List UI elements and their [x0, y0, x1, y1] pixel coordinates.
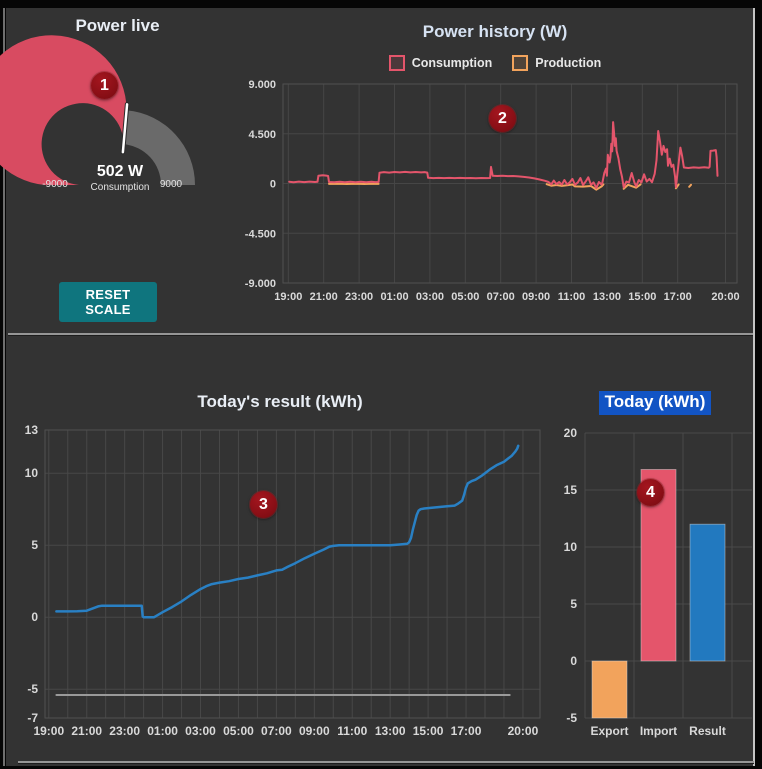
svg-text:09:00: 09:00 [522, 291, 550, 303]
todays-result-title: Today's result (kWh) [197, 392, 363, 411]
gauge-min-label: -9000 [42, 179, 68, 190]
svg-text:03:00: 03:00 [185, 724, 216, 738]
svg-text:21:00: 21:00 [310, 291, 338, 303]
svg-text:10: 10 [25, 466, 39, 480]
annotation-badge-4: 4 [637, 479, 664, 506]
gauge-max-label: 9000 [159, 179, 183, 190]
today-kwh-title: Today (kWh) [555, 391, 755, 415]
gauge-sub-label: Consumption [90, 182, 150, 193]
svg-text:23:00: 23:00 [109, 724, 140, 738]
svg-text:20:00: 20:00 [508, 724, 539, 738]
svg-text:20:00: 20:00 [711, 291, 739, 303]
legend-item-consumption[interactable]: Consumption [388, 55, 493, 71]
reset-scale-button[interactable]: RESET SCALE [59, 282, 157, 322]
svg-text:-7: -7 [27, 711, 38, 725]
svg-text:5: 5 [31, 538, 38, 552]
power-live-title: Power live [75, 16, 160, 35]
history-legend: Consumption Production [235, 55, 755, 71]
svg-text:Result: Result [689, 724, 726, 738]
svg-text:07:00: 07:00 [487, 291, 515, 303]
svg-text:15:00: 15:00 [413, 724, 444, 738]
right-scrollbar-line[interactable] [753, 8, 755, 766]
svg-text:17:00: 17:00 [451, 724, 482, 738]
svg-text:5: 5 [570, 597, 577, 611]
annotation-badge-2: 2 [489, 105, 516, 132]
svg-text:13:00: 13:00 [593, 291, 621, 303]
svg-text:0: 0 [570, 654, 577, 668]
svg-text:4.500: 4.500 [248, 129, 276, 141]
svg-text:09:00: 09:00 [299, 724, 330, 738]
legend-label: Consumption [411, 56, 493, 70]
svg-text:21:00: 21:00 [71, 724, 102, 738]
svg-text:-5: -5 [566, 711, 577, 725]
svg-text:23:00: 23:00 [345, 291, 373, 303]
svg-text:9.000: 9.000 [248, 79, 276, 91]
svg-text:13: 13 [25, 423, 39, 437]
today-kwh-bar-chart[interactable]: 20 15 10 5 0 -5 Export Import Result [555, 415, 755, 750]
bottom-divider [18, 761, 754, 763]
svg-text:0: 0 [31, 610, 38, 624]
svg-text:15: 15 [564, 483, 578, 497]
power-live-gauge [0, 35, 195, 185]
annotation-badge-1: 1 [91, 72, 118, 99]
annotation-badge-3: 3 [250, 491, 277, 518]
legend-label: Production [535, 56, 602, 70]
svg-text:19:00: 19:00 [274, 291, 302, 303]
svg-text:15:00: 15:00 [628, 291, 656, 303]
svg-text:10: 10 [564, 540, 578, 554]
today-kwh-title-highlight: Today (kWh) [598, 391, 712, 415]
svg-text:17:00: 17:00 [664, 291, 692, 303]
svg-text:01:00: 01:00 [147, 724, 178, 738]
svg-text:Export: Export [590, 724, 628, 738]
legend-item-production[interactable]: Production [512, 55, 601, 71]
svg-text:11:00: 11:00 [337, 724, 367, 738]
svg-text:13:00: 13:00 [375, 724, 406, 738]
left-edge-line [3, 8, 5, 766]
svg-text:-4.500: -4.500 [245, 228, 276, 240]
svg-text:0: 0 [270, 179, 276, 191]
svg-text:05:00: 05:00 [223, 724, 254, 738]
svg-text:07:00: 07:00 [261, 724, 292, 738]
consumption-swatch-icon [388, 55, 405, 71]
svg-text:01:00: 01:00 [380, 291, 408, 303]
gauge-value: 502 W [96, 163, 144, 180]
svg-text:11:00: 11:00 [558, 291, 586, 303]
svg-text:Import: Import [640, 724, 677, 738]
svg-text:-9.000: -9.000 [245, 278, 276, 290]
svg-text:20: 20 [564, 426, 578, 440]
horizontal-divider [8, 333, 753, 335]
svg-text:03:00: 03:00 [416, 291, 444, 303]
production-swatch-icon [512, 55, 529, 71]
svg-text:-5: -5 [27, 682, 38, 696]
todays-result-chart[interactable]: 13 10 5 0 -5 -719:00 21:00 23:00 01:00 03:00 05:00… [10, 415, 555, 750]
svg-text:19:00: 19:00 [33, 724, 64, 738]
svg-text:05:00: 05:00 [451, 291, 479, 303]
power-history-title: Power history (W) [422, 22, 568, 41]
